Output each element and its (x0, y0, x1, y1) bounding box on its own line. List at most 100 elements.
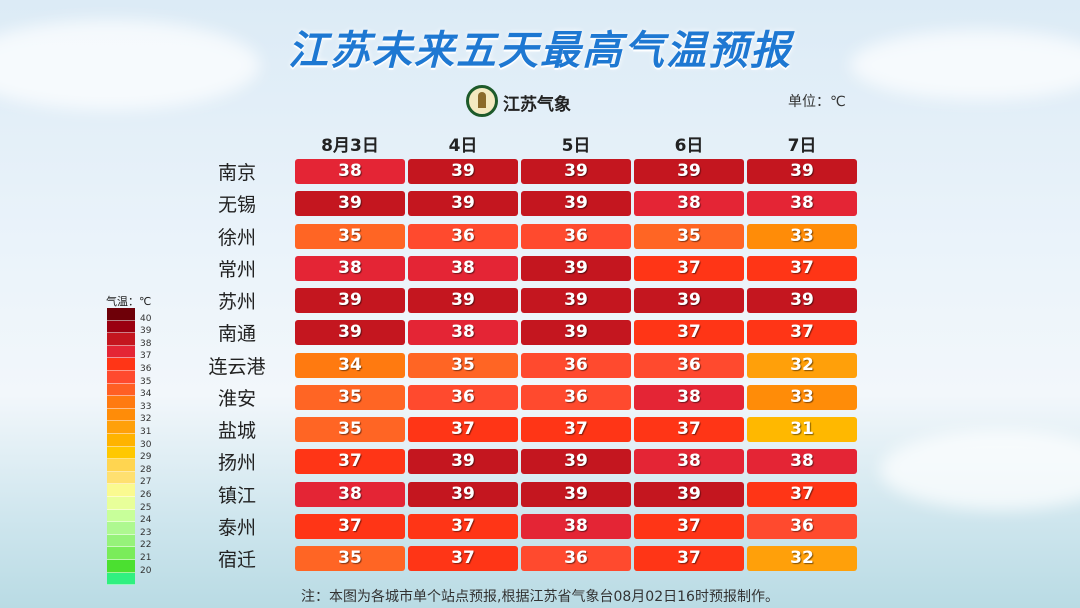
legend-swatch (107, 534, 135, 548)
cloud (0, 20, 260, 110)
heatmap-cell: 39 (521, 191, 631, 217)
legend-swatch (107, 396, 135, 409)
legend-swatch (107, 434, 135, 447)
heatmap-cell: 32 (747, 546, 857, 571)
heatmap-cell: 37 (521, 417, 631, 442)
heatmap-cell: 33 (747, 223, 857, 249)
heatmap-cell: 37 (634, 546, 744, 571)
legend-label: 20 (140, 565, 152, 576)
legend-label: 26 (140, 490, 152, 500)
legend-swatch (107, 572, 135, 586)
legend-swatch (107, 497, 135, 510)
heatmap-cell: 36 (408, 223, 518, 249)
heatmap-cell: 39 (747, 288, 857, 313)
legend-swatch (107, 560, 135, 573)
legend-label: 38 (140, 338, 152, 349)
row-label: 连云港 (208, 355, 266, 378)
heatmap-cell: 38 (634, 449, 744, 475)
heatmap-cell: 37 (408, 417, 518, 442)
heatmap-cell: 39 (521, 481, 631, 507)
heatmap-cell: 33 (747, 384, 857, 410)
row-label: 盐城 (217, 420, 256, 442)
heatmap-cell: 35 (295, 546, 405, 571)
heatmap-cell: 37 (634, 513, 744, 539)
legend-label: 21 (140, 553, 152, 563)
heatmap-cell: 37 (408, 513, 518, 539)
jiangsu-weather-logo (466, 85, 498, 117)
legend-swatch (107, 421, 135, 434)
heatmap-cell: 38 (295, 481, 405, 507)
legend-label: 24 (140, 515, 152, 526)
heatmap-cell: 37 (408, 546, 518, 571)
row-label: 常州 (217, 258, 256, 281)
heatmap-cell: 38 (408, 255, 518, 281)
heatmap-cell: 36 (521, 546, 631, 571)
cloud (850, 30, 1080, 100)
heatmap-cell: 39 (408, 288, 518, 313)
row-label: 淮安 (217, 387, 256, 410)
legend-label: 22 (140, 540, 152, 551)
row-label: 南通 (217, 323, 256, 346)
legend-label: 29 (140, 452, 152, 463)
heatmap-cell: 38 (408, 320, 518, 346)
heatmap-cell: 36 (747, 513, 857, 539)
heatmap-cell: 35 (295, 384, 405, 410)
heatmap-cell: 37 (634, 320, 744, 346)
heatmap-cell: 35 (408, 352, 518, 378)
heatmap-cell: 39 (521, 320, 631, 346)
unit-label: 单位：℃ (788, 94, 846, 110)
heatmap-cell: 37 (747, 320, 857, 346)
legend-label: 37 (140, 351, 152, 362)
legend-label: 25 (140, 502, 152, 513)
row-label: 苏州 (217, 291, 256, 313)
heatmap-cell: 34 (295, 352, 405, 378)
heatmap-cell: 38 (295, 159, 405, 184)
legend-swatch (107, 522, 135, 535)
legend-swatch (107, 358, 135, 371)
legend-label: 36 (140, 364, 152, 374)
row-label: 徐州 (217, 226, 256, 249)
legend-swatch (107, 446, 135, 460)
legend-swatch (107, 345, 135, 359)
heatmap-cell: 35 (634, 223, 744, 249)
heatmap-cell: 39 (408, 191, 518, 217)
legend-label: 30 (140, 439, 152, 450)
row-label: 镇江 (217, 484, 256, 507)
legend-label: 27 (140, 477, 152, 488)
heatmap-cell: 39 (634, 481, 744, 507)
row-label: 宿迁 (217, 549, 256, 571)
heatmap-cell: 35 (295, 417, 405, 442)
heatmap-cell: 36 (521, 384, 631, 410)
legend-label: 34 (140, 389, 152, 400)
heatmap-cell: 36 (521, 223, 631, 249)
heatmap-cell: 37 (295, 513, 405, 539)
heatmap-cell: 37 (634, 255, 744, 281)
column-header: 5日 (561, 136, 591, 156)
legend-label: 33 (140, 401, 152, 412)
page-title: 江苏未来五天最高气温预报 (288, 28, 792, 74)
legend-label: 32 (140, 414, 152, 425)
heatmap-cell: 37 (747, 255, 857, 281)
legend-swatch (107, 459, 135, 472)
heatmap-cell: 31 (747, 417, 857, 442)
logo-text: 江苏气象 (503, 95, 571, 115)
legend-label: 31 (140, 427, 152, 437)
row-label: 泰州 (217, 516, 256, 539)
heatmap-cell: 38 (634, 384, 744, 410)
heatmap-cell: 37 (634, 417, 744, 442)
heatmap-cell: 36 (408, 384, 518, 410)
legend-swatch (107, 484, 135, 497)
column-header: 7日 (787, 136, 817, 156)
heatmap-cell: 32 (747, 352, 857, 378)
heatmap-cell: 38 (521, 513, 631, 539)
heatmap-cell: 39 (634, 288, 744, 313)
heatmap-cell: 39 (634, 159, 744, 184)
heatmap-cell: 39 (408, 449, 518, 475)
legend-title: 气温：℃ (106, 295, 152, 308)
heatmap-cell: 35 (295, 223, 405, 249)
heatmap-cell: 39 (295, 191, 405, 217)
row-label: 无锡 (217, 194, 256, 217)
heatmap-cell: 38 (747, 191, 857, 217)
legend-swatch (107, 547, 135, 560)
heatmap-cell: 39 (521, 159, 631, 184)
